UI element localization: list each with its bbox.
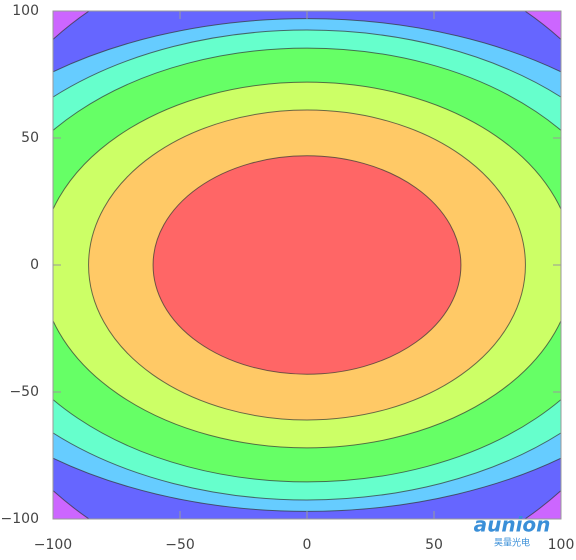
watermark-subtitle: 昊量光电 xyxy=(494,537,530,549)
x-tick-label: 100 xyxy=(548,537,575,553)
y-tick-label: 100 xyxy=(12,3,39,19)
y-tick-label: 50 xyxy=(21,130,39,146)
y-tick-label: −100 xyxy=(1,511,39,527)
x-tick-label: 50 xyxy=(425,537,443,553)
x-tick-label: 0 xyxy=(303,537,312,553)
watermark-brand: aunion xyxy=(474,513,551,537)
y-tick-label: −50 xyxy=(9,384,39,400)
x-tick-label: −50 xyxy=(165,537,195,553)
x-tick-label: −100 xyxy=(34,537,72,553)
contour-region xyxy=(152,155,462,375)
y-tick-label: 0 xyxy=(30,257,39,273)
